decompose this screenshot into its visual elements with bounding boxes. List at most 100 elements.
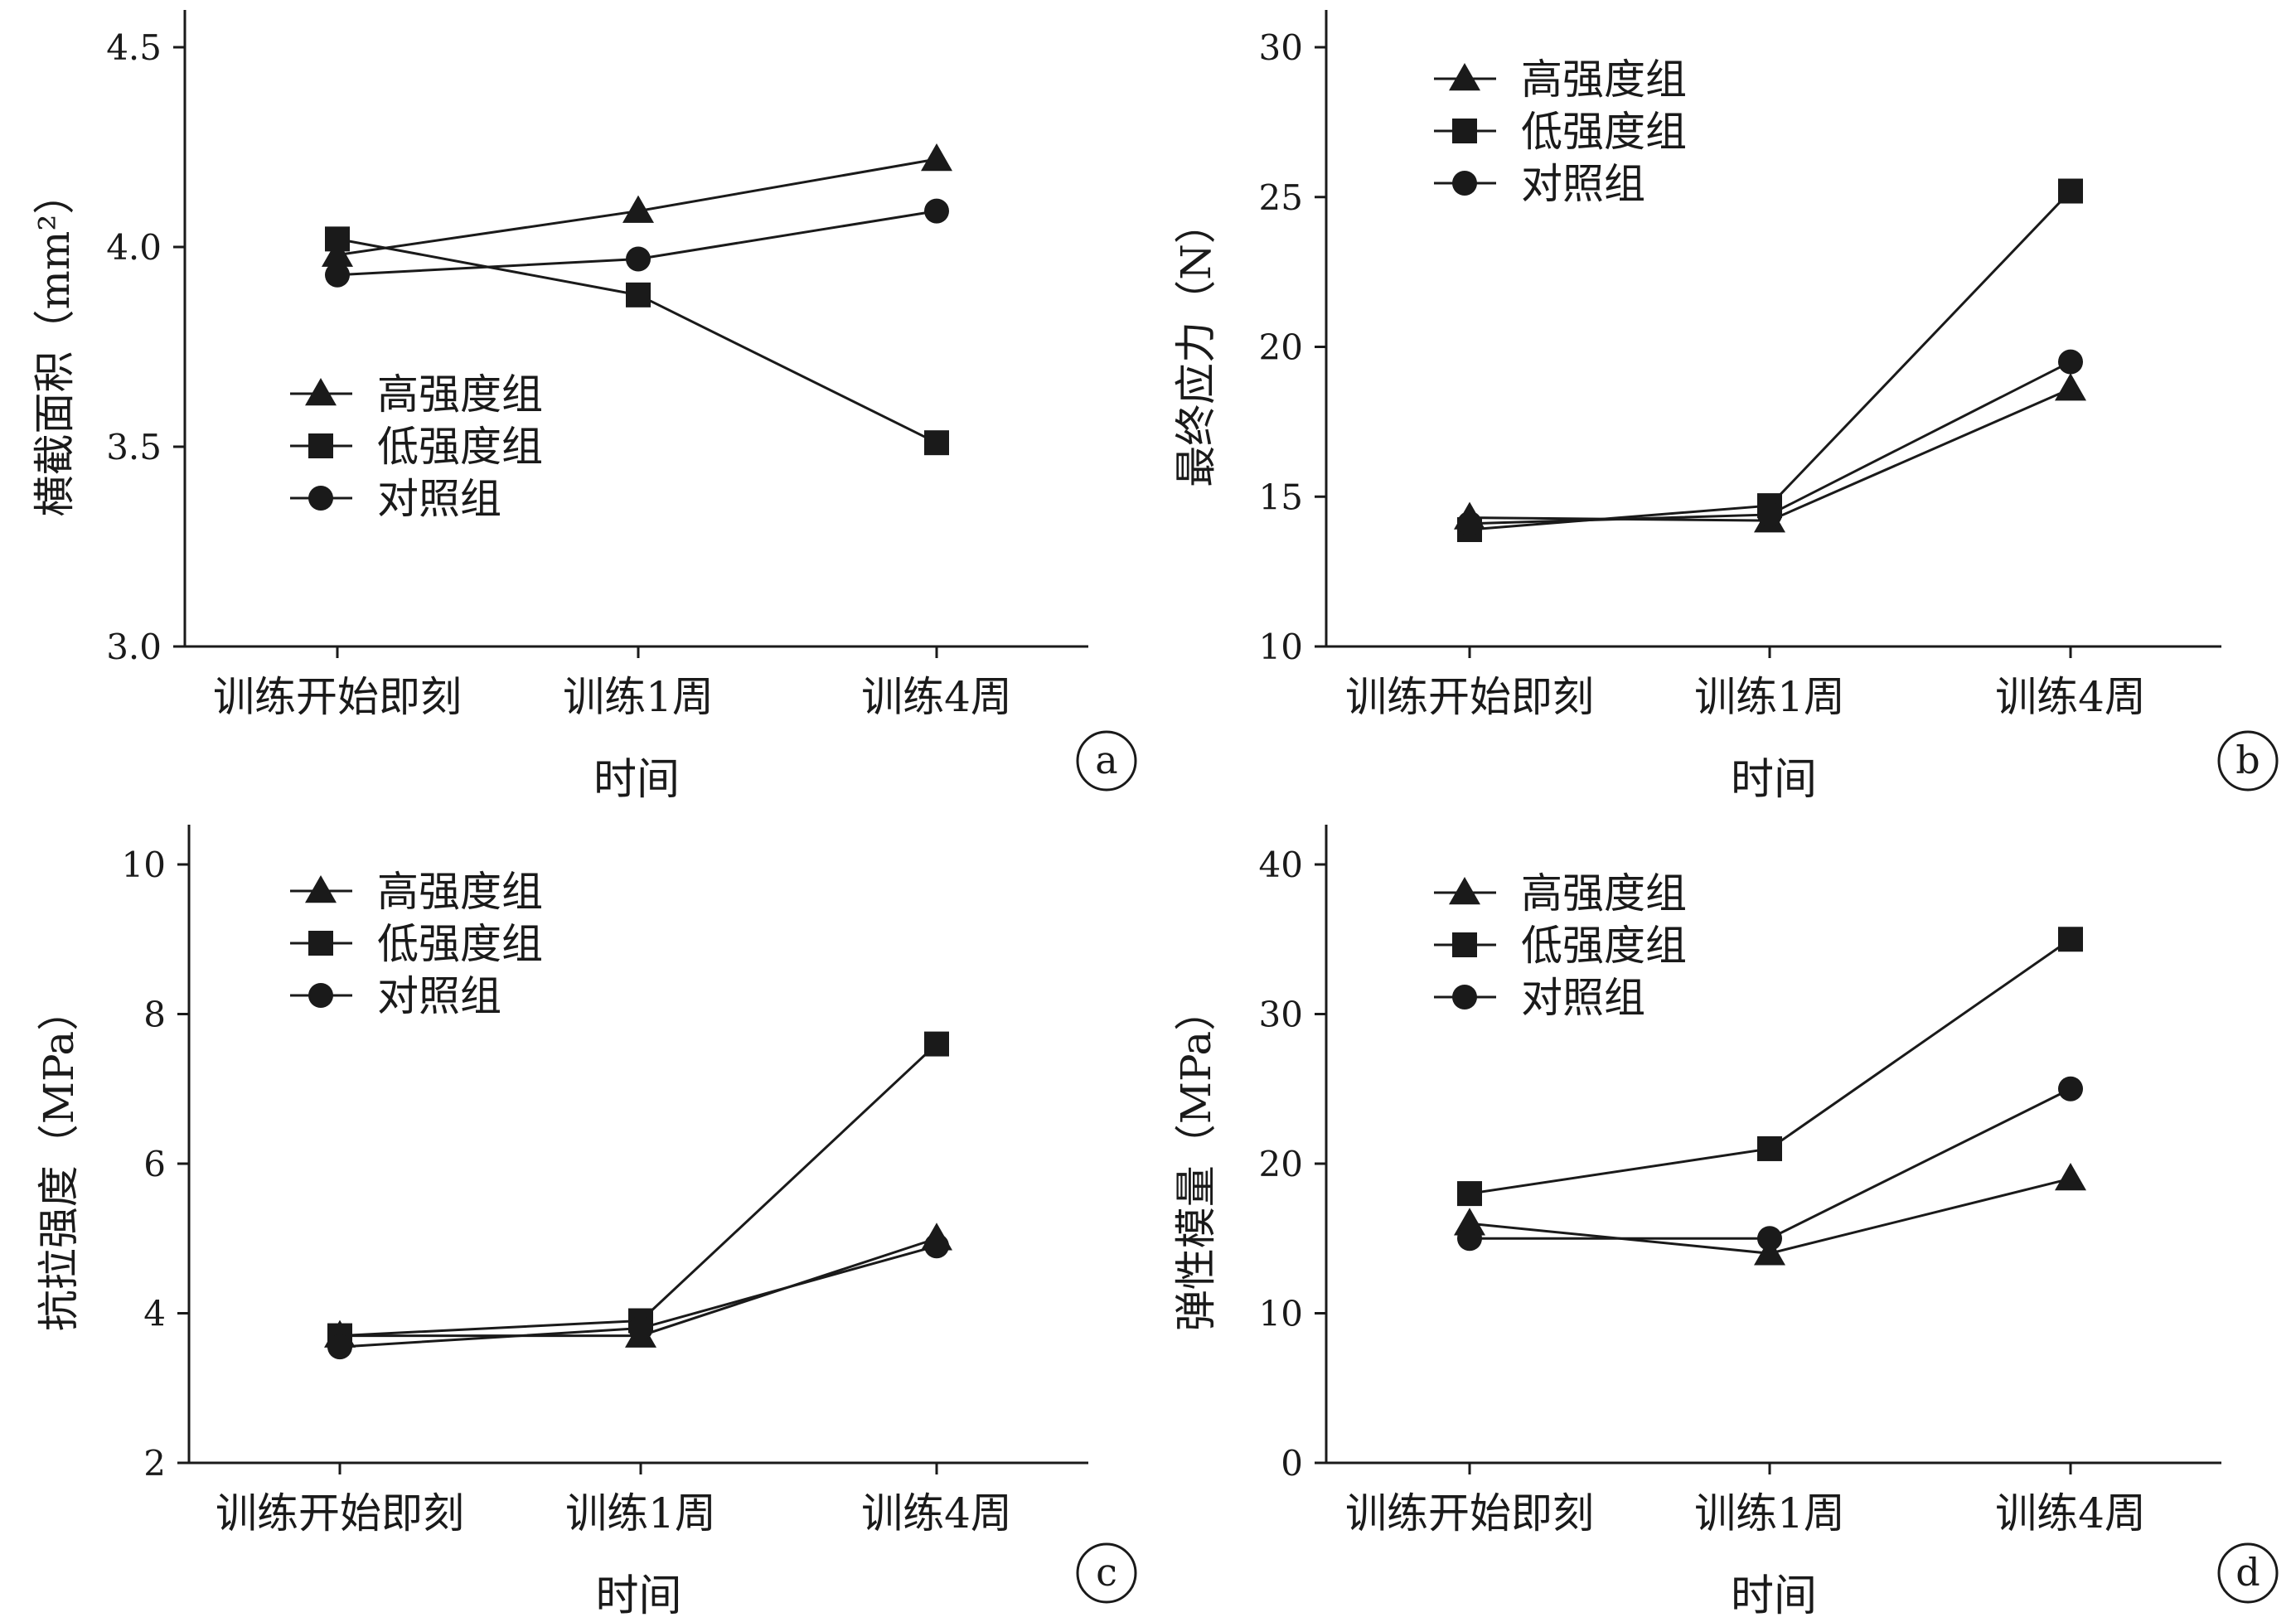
data-point-triangle [322,239,353,267]
legend-label: 高强度组 [377,868,543,916]
data-point-square [2058,178,2083,204]
x-tick-label: 训练开始即刻 [213,673,462,721]
x-tick-label: 训练4周 [1995,673,2146,721]
data-point-triangle [1454,1208,1485,1236]
series-line-circle [1470,1087,2071,1240]
data-point-square [924,430,949,456]
data-point-circle [924,198,949,224]
data-point-square [626,282,651,307]
x-axis-title: 时间 [593,755,680,805]
legend-label: 低强度组 [377,920,543,968]
data-point-circle [1457,511,1482,536]
legend-marker-triangle [305,875,337,903]
data-point-triangle [921,143,952,172]
y-tick-label: 30 [1259,995,1303,1035]
legend-marker-square [308,931,333,956]
data-point-circle [628,1315,653,1341]
y-axis-title: 最终应力（N） [1172,202,1220,487]
panel-tag-circle [1076,730,1137,792]
x-tick-label: 训练4周 [861,1489,1012,1537]
legend-label: 低强度组 [1521,922,1687,970]
x-tick-label: 训练开始即刻 [216,1489,464,1537]
data-point-circle [1457,1226,1482,1252]
x-tick-label: 训练1周 [563,673,714,721]
data-point-triangle [622,195,654,223]
y-axis-title: 横截面积（mm²） [31,173,79,517]
legend-marker-circle [308,486,333,511]
panel-tag-label: b [2235,738,2260,782]
panel-tag-label: d [2235,1550,2260,1595]
legend-label: 低强度组 [377,423,543,471]
legend-label: 高强度组 [377,370,543,419]
y-tick-label: 10 [1259,627,1303,667]
y-axis-title: 弹性模量（MPa） [1172,990,1220,1331]
panel-tag-label: a [1095,738,1117,782]
y-tick-label: 8 [143,995,166,1035]
legend-label: 对照组 [1521,160,1645,208]
legend-label: 对照组 [377,972,501,1020]
y-tick-label: 4 [143,1294,166,1334]
data-point-square [325,226,350,252]
x-axis-title: 时间 [595,1571,681,1621]
legend-marker-circle [308,983,333,1008]
data-point-circle [626,246,651,272]
legend-marker-triangle [1449,877,1480,905]
data-point-circle [924,1233,949,1259]
y-tick-label: 15 [1259,477,1303,517]
x-tick-label: 训练开始即刻 [1345,1489,1594,1537]
legend-marker-triangle [305,378,337,406]
y-tick-label: 3.0 [106,627,162,667]
legend-label: 对照组 [377,475,501,523]
data-point-circle [1757,501,1782,527]
data-point-circle [325,262,350,288]
data-point-square [1457,1181,1482,1207]
panel-tag-circle [2217,1542,2279,1604]
legend-marker-circle [1452,171,1477,196]
y-tick-label: 2 [143,1443,166,1484]
legend-label: 低强度组 [1521,108,1687,156]
y-tick-label: 3.5 [106,427,162,467]
legend-marker-square [308,433,333,458]
y-tick-label: 20 [1259,1144,1303,1184]
x-axis-title: 时间 [1731,755,1817,805]
data-point-triangle [2055,373,2086,401]
y-tick-label: 4.0 [106,227,162,268]
x-axis-title: 时间 [1731,1571,1817,1621]
x-tick-label: 训练4周 [861,673,1012,721]
data-point-circle [327,1334,352,1360]
legend-marker-triangle [1449,63,1480,91]
y-tick-label: 10 [122,845,166,885]
y-tick-label: 0 [1281,1443,1303,1484]
series-line-square [339,1043,938,1338]
data-point-square [2058,927,2083,952]
data-point-square [1757,1135,1782,1161]
data-point-circle [2058,349,2083,375]
x-tick-label: 训练1周 [1694,1489,1845,1537]
data-point-circle [1757,1226,1782,1252]
y-tick-label: 30 [1259,27,1303,68]
x-tick-label: 训练1周 [1694,673,1845,721]
data-point-triangle [1754,1237,1785,1266]
series-line-square [1469,190,2072,531]
data-point-square [924,1031,949,1057]
legend-marker-circle [1452,985,1477,1010]
legend-marker-square [1452,932,1477,957]
panel-tag-label: c [1096,1550,1117,1595]
x-tick-label: 训练1周 [565,1489,716,1537]
legend-marker-square [1452,119,1477,143]
y-tick-label: 40 [1259,845,1303,885]
y-tick-label: 6 [143,1144,166,1184]
panel-tag-circle [1076,1542,1137,1604]
x-tick-label: 训练4周 [1995,1489,2146,1537]
data-point-triangle [2055,1163,2086,1191]
y-tick-label: 20 [1259,327,1303,368]
